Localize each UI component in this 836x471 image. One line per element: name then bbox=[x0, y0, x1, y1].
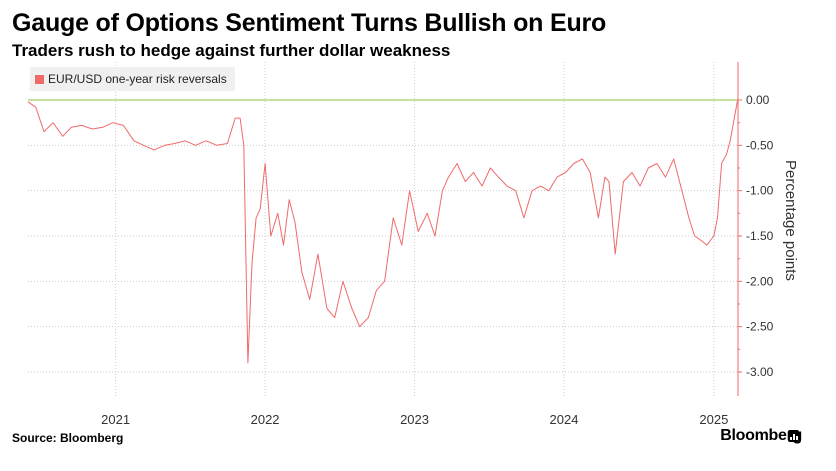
y-tick-label: -1.00 bbox=[746, 184, 774, 198]
chart-subtitle: Traders rush to hedge against further do… bbox=[12, 41, 451, 60]
y-tick-label: -2.50 bbox=[746, 320, 774, 334]
x-tick-label: 2023 bbox=[400, 412, 429, 427]
chart-title: Gauge of Options Sentiment Turns Bullish… bbox=[12, 9, 607, 37]
y-tick-label: 0.00 bbox=[746, 93, 770, 107]
x-tick-label: 2021 bbox=[101, 412, 130, 427]
x-tick-label: 2025 bbox=[699, 412, 728, 427]
y-tick-label: -0.50 bbox=[746, 138, 774, 152]
x-tick-label: 2024 bbox=[550, 412, 579, 427]
legend: EUR/USD one-year risk reversals bbox=[30, 67, 235, 91]
y-tick-label: -2.00 bbox=[746, 274, 774, 288]
y-axis-label: Percentage points bbox=[782, 160, 799, 281]
legend-swatch bbox=[35, 74, 44, 84]
y-tick-label: -3.00 bbox=[746, 365, 774, 379]
source-note: Source: Bloomberg bbox=[12, 431, 124, 445]
bloomberg-chart-icon bbox=[788, 430, 799, 442]
brand-wordmark: Bloomberg bbox=[720, 427, 802, 444]
legend-label: EUR/USD one-year risk reversals bbox=[48, 72, 227, 86]
series-line bbox=[27, 99, 739, 364]
y-tick-label: -1.50 bbox=[746, 229, 774, 243]
x-tick-label: 2022 bbox=[251, 412, 280, 427]
